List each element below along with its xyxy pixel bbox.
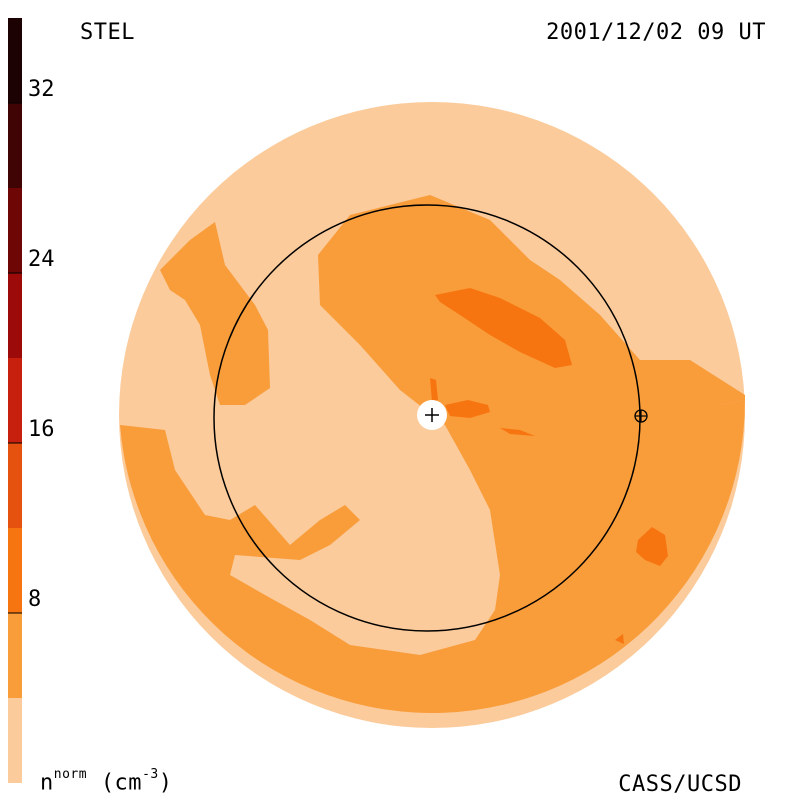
colorbar-level-1 bbox=[8, 613, 22, 698]
colorbar-level-0 bbox=[8, 698, 22, 783]
colorbar-tick-label-32: 32 bbox=[28, 77, 55, 102]
earth-orbit-circle bbox=[213, 204, 641, 632]
density-region-left-arm bbox=[160, 222, 270, 405]
density-region-high-small bbox=[615, 634, 624, 644]
colorbar-tick-label-16: 16 bbox=[28, 417, 55, 442]
colorbar-level-7 bbox=[8, 103, 22, 188]
colorbar-level-6 bbox=[8, 188, 22, 273]
density-region-high-streak bbox=[430, 378, 438, 402]
density-region-high-upper bbox=[435, 288, 572, 368]
units-label: nnorm (cm-3) bbox=[40, 767, 173, 796]
source-label: STEL bbox=[80, 20, 135, 45]
density-region-high-right bbox=[636, 527, 668, 566]
timestamp-label: 2001/12/02 09 UT bbox=[546, 20, 766, 45]
colorbar-level-8 bbox=[8, 18, 22, 103]
credit-label: CASS/UCSD bbox=[618, 772, 742, 797]
colorbar-level-3 bbox=[8, 443, 22, 528]
colorbar bbox=[8, 18, 22, 783]
colorbar-tick-label-8: 8 bbox=[28, 587, 42, 612]
colorbar-level-2 bbox=[8, 528, 22, 613]
density-region-high-streak-2 bbox=[500, 428, 535, 436]
colorbar-tick-label-24: 24 bbox=[28, 247, 55, 272]
density-region-high-center bbox=[445, 400, 490, 418]
earth-icon bbox=[634, 409, 648, 423]
colorbar-level-5 bbox=[8, 273, 22, 358]
density-region-right-lobe bbox=[640, 360, 745, 420]
sun-marker bbox=[417, 400, 447, 430]
density-region-lower-band bbox=[120, 195, 745, 713]
colorbar-level-4 bbox=[8, 358, 22, 443]
